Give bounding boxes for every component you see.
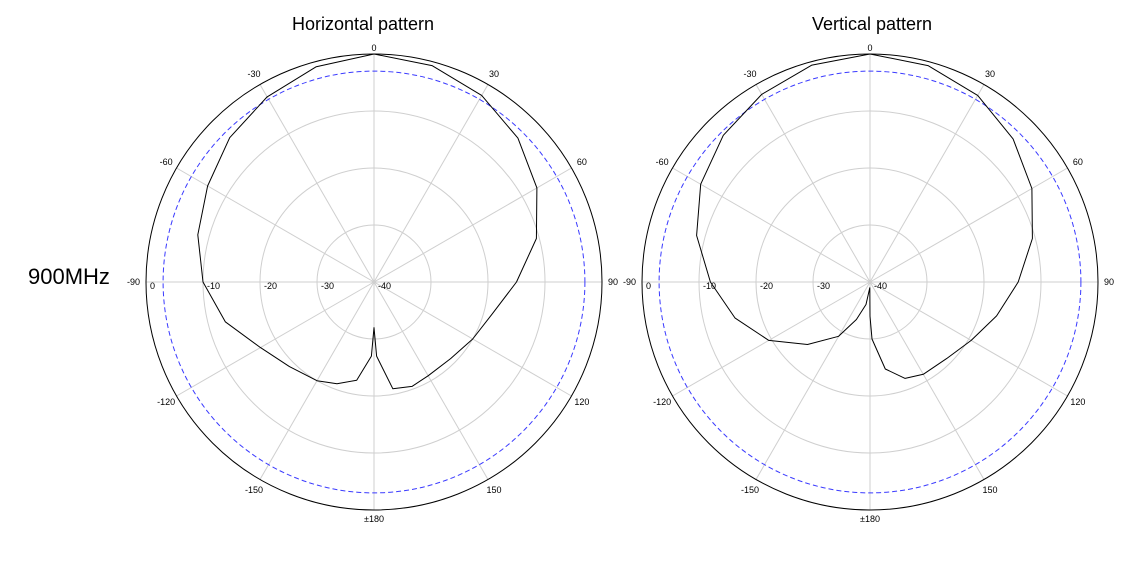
angle-tick-label-v: ±180 [860,514,880,524]
pattern-line-h [197,53,538,390]
grid-spoke-v [869,281,1068,397]
angle-tick-label-v: 0 [867,43,872,53]
radial-tick-label-h: -30 [321,281,334,291]
angle-tick-label-v: -120 [653,397,671,407]
radial-tick-label-v: -30 [817,281,830,291]
radial-tick-label-h: 0 [150,281,155,291]
angle-tick-label-h: -60 [160,157,173,167]
angle-tick-label-h: 120 [574,397,589,407]
angle-tick-label-h: -30 [247,69,260,79]
grid-spoke-h [176,167,375,283]
radial-tick-label-v: -10 [703,281,716,291]
angle-tick-label-h: 90 [608,277,618,287]
radial-tick-label-v: -20 [760,281,773,291]
grid-spoke-v [755,84,871,283]
grid-spoke-v [672,281,871,397]
angle-tick-label-v: -150 [741,485,759,495]
grid-spoke-h [259,84,375,283]
chart-title-horizontal: Horizontal pattern [291,14,435,34]
angle-tick-label-h: 30 [489,69,499,79]
angle-tick-label-h: -90 [127,277,140,287]
angle-tick-label-v: -90 [623,277,636,287]
angle-tick-label-v: 60 [1073,157,1083,167]
angle-tick-label-v: 30 [985,69,995,79]
radial-tick-label-h: -10 [207,281,220,291]
angle-tick-label-h: -150 [245,485,263,495]
grid-spoke-v [869,84,985,283]
angle-tick-label-h: ±180 [364,514,384,524]
angle-tick-label-v: 90 [1104,277,1114,287]
angle-tick-label-h: -120 [157,397,175,407]
grid-spoke-v [869,167,1068,283]
angle-tick-label-v: 150 [982,485,997,495]
grid-spoke-h [373,281,489,480]
reference-circle-h [162,70,586,494]
grid-spoke-v [869,281,985,480]
reference-circle-v [658,70,1082,494]
radial-tick-label-v: 0 [646,281,651,291]
grid-spoke-v [672,167,871,283]
angle-tick-label-h: 0 [371,43,376,53]
angle-tick-label-v: -30 [743,69,756,79]
grid-spoke-h [176,281,375,397]
grid-spoke-h [373,167,572,283]
radial-tick-label-v: -40 [874,281,887,291]
grid-spoke-v [755,281,871,480]
angle-tick-label-h: 60 [577,157,587,167]
angle-tick-label-h: 150 [486,485,501,495]
radial-tick-label-h: -20 [264,281,277,291]
frequency-label: 900MHz [28,264,110,289]
angle-tick-label-v: -60 [656,157,669,167]
grid-spoke-h [373,84,489,283]
chart-title-vertical: Vertical pattern [811,14,933,34]
pattern-line-v [696,53,1033,379]
radial-tick-label-h: -40 [378,281,391,291]
angle-tick-label-v: 120 [1070,397,1085,407]
